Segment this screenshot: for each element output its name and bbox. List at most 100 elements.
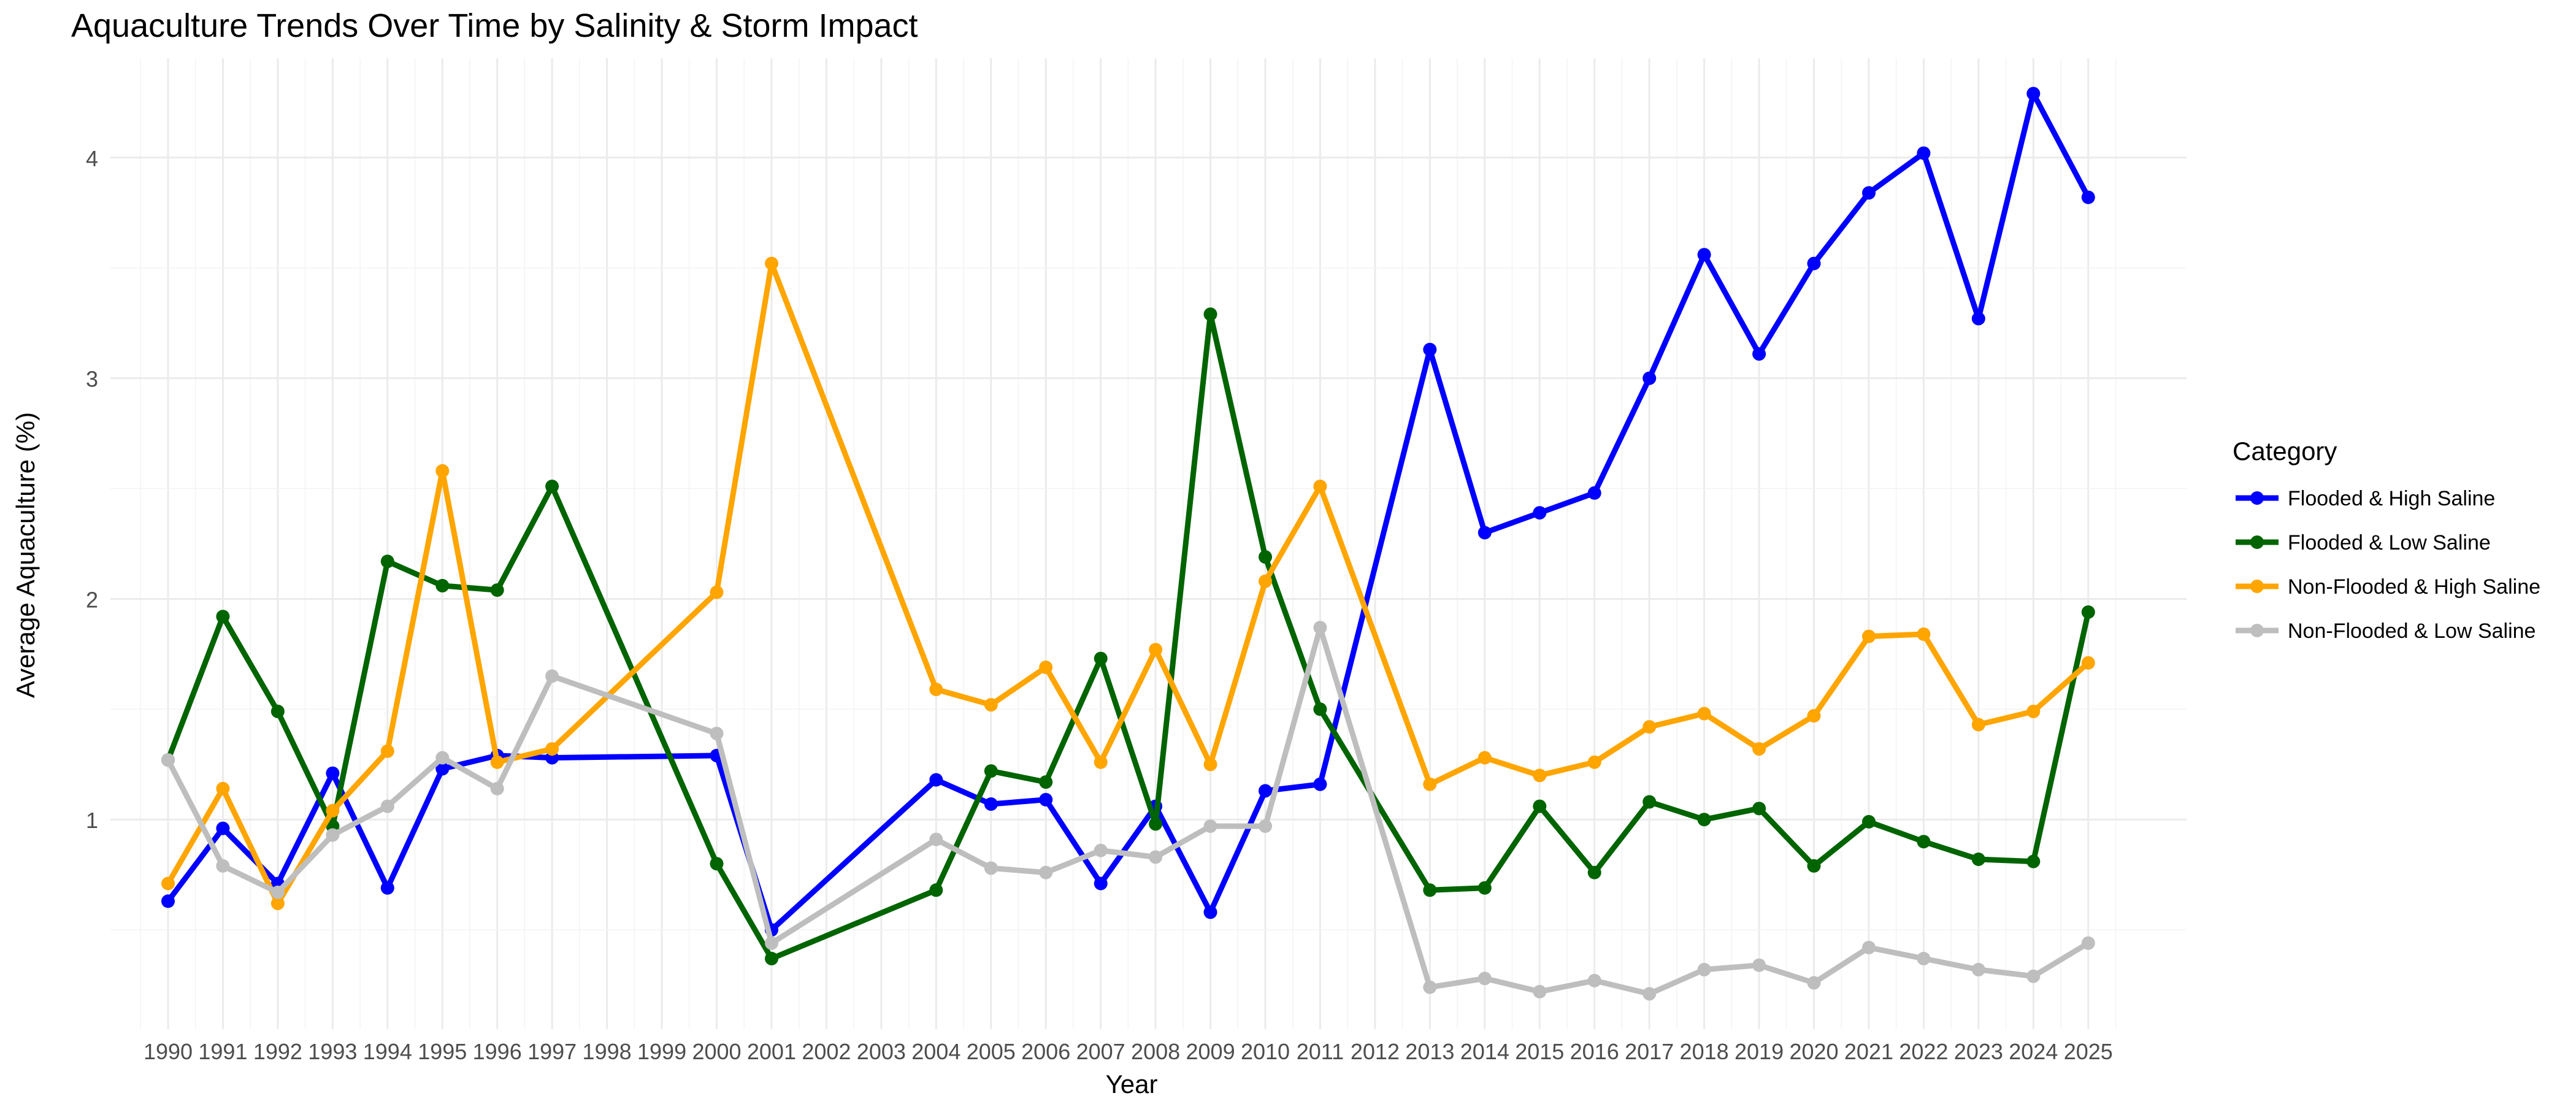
data-point xyxy=(1917,835,1931,849)
x-tick-label: 1991 xyxy=(198,1039,247,1064)
y-axis-title: Average Aquaculture (%) xyxy=(11,412,40,698)
data-point xyxy=(490,781,504,795)
x-tick-label: 2023 xyxy=(1954,1039,2003,1064)
data-point xyxy=(216,610,230,624)
data-point xyxy=(1643,987,1657,1001)
x-tick-label: 1992 xyxy=(253,1039,302,1064)
data-point xyxy=(710,857,724,871)
data-point xyxy=(1697,962,1711,976)
data-point xyxy=(2081,656,2095,670)
data-point xyxy=(1203,757,1217,772)
x-tick-label: 2007 xyxy=(1076,1039,1125,1064)
chart-title: Aquaculture Trends Over Time by Salinity… xyxy=(71,7,918,44)
data-point xyxy=(710,726,724,740)
data-point xyxy=(1313,777,1327,791)
data-point xyxy=(1259,784,1272,798)
data-point xyxy=(1862,815,1876,829)
x-tick-label: 2011 xyxy=(1297,1039,1344,1064)
x-tick-label: 2004 xyxy=(911,1039,960,1064)
data-point xyxy=(435,578,450,592)
data-point xyxy=(1094,843,1108,857)
legend-key-point xyxy=(2250,491,2264,505)
x-tick-label: 2012 xyxy=(1351,1039,1400,1064)
legend-items: Flooded & High Saline Flooded & Low Salin… xyxy=(2236,487,2540,643)
data-point xyxy=(2081,605,2095,619)
data-point xyxy=(1752,742,1766,756)
legend-item: Flooded & High Saline xyxy=(2236,487,2495,510)
x-tick-label: 1994 xyxy=(363,1039,412,1064)
data-point xyxy=(1697,707,1711,721)
x-tick-label: 2016 xyxy=(1570,1039,1619,1064)
data-point xyxy=(380,799,394,813)
data-point xyxy=(1533,506,1547,520)
data-point xyxy=(1039,792,1053,807)
data-point xyxy=(1697,248,1711,262)
x-tick-label: 2015 xyxy=(1515,1039,1564,1064)
data-point xyxy=(765,936,778,950)
data-point xyxy=(1533,769,1547,783)
data-point xyxy=(765,256,778,270)
data-point xyxy=(1203,307,1217,321)
x-tick-label: 2018 xyxy=(1680,1039,1729,1064)
data-point xyxy=(1259,819,1272,833)
x-tick-label: 1998 xyxy=(583,1039,632,1064)
data-point xyxy=(1423,342,1437,356)
data-point xyxy=(380,744,394,758)
data-point xyxy=(1971,962,1985,976)
legend-key-point xyxy=(2250,535,2264,549)
series-layer xyxy=(161,86,2095,1001)
data-point xyxy=(161,753,175,767)
x-tick-label: 2022 xyxy=(1899,1039,1948,1064)
data-point xyxy=(1971,853,1985,866)
data-point xyxy=(1039,775,1053,789)
x-tick-label: 1997 xyxy=(527,1039,577,1064)
x-tick-label: 2017 xyxy=(1625,1039,1674,1064)
data-point xyxy=(326,766,340,780)
y-tick-label: 4 xyxy=(86,146,98,171)
data-point xyxy=(161,876,175,891)
data-point xyxy=(1643,720,1657,734)
data-point xyxy=(2026,86,2041,101)
data-point xyxy=(1423,777,1437,791)
data-point xyxy=(545,480,559,493)
series-group xyxy=(161,256,2095,910)
x-tick-label: 1990 xyxy=(144,1039,193,1064)
x-tick-label: 2001 xyxy=(747,1039,796,1064)
data-point xyxy=(2026,854,2041,868)
data-point xyxy=(1643,795,1657,809)
data-point xyxy=(1917,951,1931,965)
data-point xyxy=(161,894,175,908)
data-point xyxy=(2026,969,2041,983)
data-point xyxy=(1533,984,1547,999)
data-point xyxy=(270,896,285,910)
x-tick-label: 2010 xyxy=(1241,1039,1290,1064)
x-tick-label: 2003 xyxy=(857,1039,906,1064)
x-tick-label: 2020 xyxy=(1789,1039,1838,1064)
x-tick-label: 1995 xyxy=(418,1039,467,1064)
data-point xyxy=(435,751,450,765)
data-point xyxy=(1094,651,1108,665)
data-point xyxy=(984,861,998,875)
y-tick-label: 3 xyxy=(86,367,98,392)
data-point xyxy=(1039,865,1053,880)
data-point xyxy=(326,803,340,818)
data-point xyxy=(216,781,230,795)
data-point xyxy=(1752,802,1766,816)
data-point xyxy=(1094,755,1108,769)
data-point xyxy=(1259,574,1272,588)
data-point xyxy=(435,762,450,776)
axes: 1 2 3 4 1990 1991 1992 1993 1994 1995 1996 1997 1998… xyxy=(86,146,2113,1064)
data-point xyxy=(1807,859,1821,873)
x-tick-label: 2000 xyxy=(692,1039,741,1064)
data-point xyxy=(216,821,230,835)
data-point xyxy=(1259,550,1272,564)
legend-key-point xyxy=(2250,624,2264,637)
data-point xyxy=(1203,905,1217,919)
data-point xyxy=(929,832,943,846)
legend-label: Flooded & Low Saline xyxy=(2288,531,2491,554)
data-point xyxy=(216,859,230,873)
data-point xyxy=(1971,312,1985,326)
data-point xyxy=(270,704,285,718)
data-point xyxy=(1423,980,1437,994)
